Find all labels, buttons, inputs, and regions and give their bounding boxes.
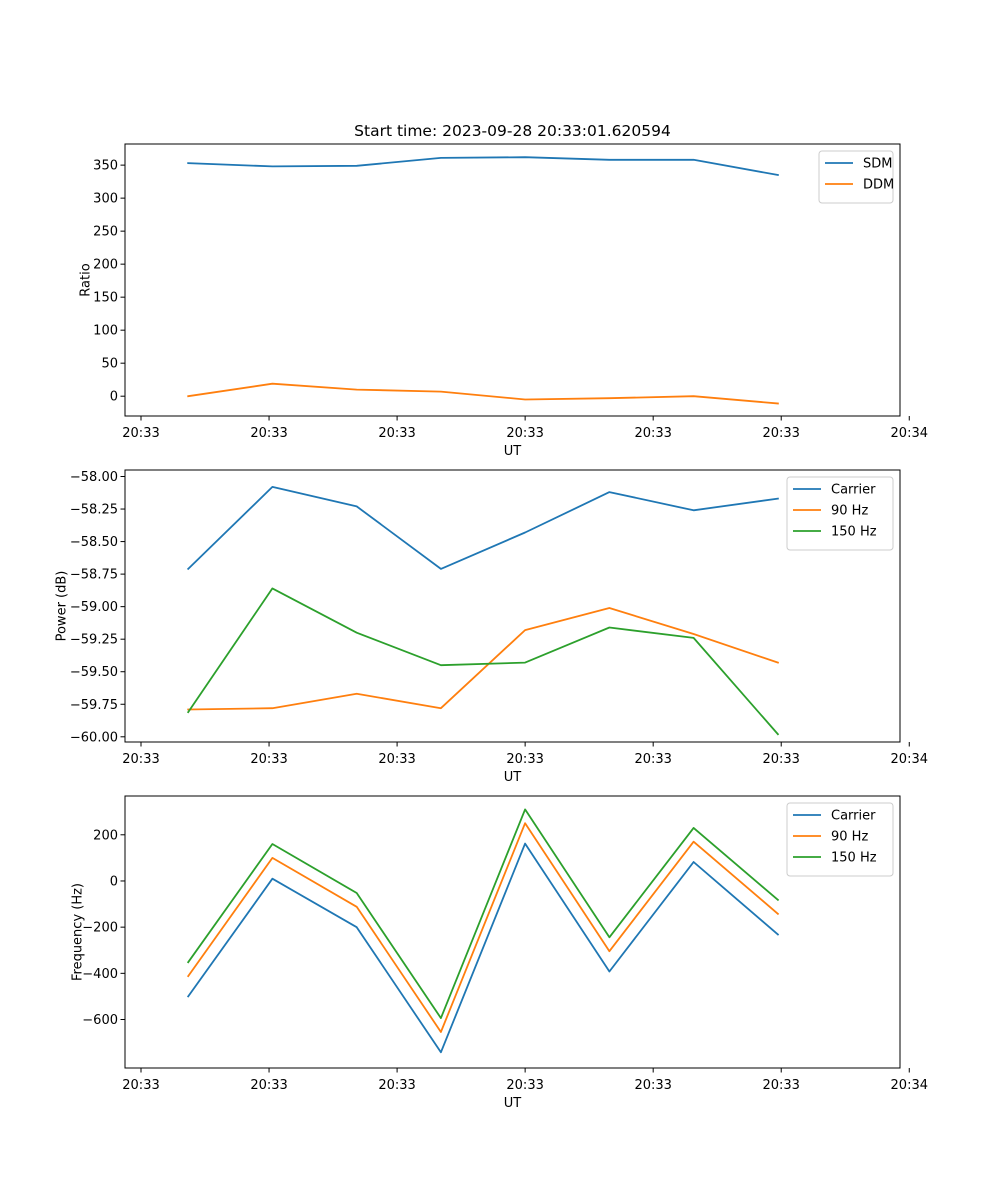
series-line-90-hz	[187, 607, 780, 711]
y-tick-label: −58.50	[70, 535, 118, 550]
y-tick-label: −600	[82, 1013, 118, 1028]
axes-frame	[124, 469, 901, 743]
chart-title: Start time: 2023-09-28 20:33:01.620594	[354, 122, 671, 140]
series-line-ddm	[187, 382, 779, 405]
subplot-3: 20:33 20:33 20:33 20:33 20:33 20:33 20:34 −600 −…	[70, 795, 928, 1111]
x-tick-label: 20:33	[506, 752, 543, 767]
legend-entry: DDM	[863, 178, 894, 193]
legend-entry: 150 Hz	[831, 525, 877, 540]
x-tick-label: 20:33	[634, 426, 671, 441]
series-line-sdm	[187, 156, 779, 177]
series-line-150-hz	[186, 587, 780, 736]
x-tick-label: 20:34	[891, 426, 928, 441]
x-axis-label: UT	[504, 770, 522, 785]
series-line-150-hz	[186, 808, 780, 1019]
legend-entry: 90 Hz	[831, 504, 868, 519]
x-tick-label: 20:33	[250, 752, 287, 767]
x-tick-label: 20:33	[122, 1078, 159, 1093]
legend-entry: Carrier	[831, 809, 876, 824]
y-tick-label: −59.25	[70, 633, 118, 648]
x-tick-label: 20:33	[122, 752, 159, 767]
y-tick-label: 150	[93, 291, 118, 306]
axes-frame	[124, 795, 901, 1069]
subplot-2: 20:33 20:33 20:33 20:33 20:33 20:33 20:34 −60.0…	[55, 469, 928, 785]
x-tick-label: 20:33	[378, 426, 415, 441]
x-tick-label: 20:34	[891, 1078, 928, 1093]
y-tick-label: −200	[82, 921, 118, 936]
y-tick-label: 250	[93, 225, 118, 240]
y-tick-label: 200	[93, 828, 118, 843]
series-line-90-hz	[186, 822, 780, 1033]
legend-entry: SDM	[863, 157, 892, 172]
legend: Carrier 90 Hz 150 Hz	[786, 476, 894, 551]
legend-entry: Carrier	[831, 483, 876, 498]
x-tick-label: 20:33	[634, 1078, 671, 1093]
legend-box	[818, 150, 894, 204]
x-tick-label: 20:33	[634, 752, 671, 767]
y-tick-label: 50	[101, 357, 118, 372]
x-tick-label: 20:34	[891, 752, 928, 767]
legend: SDM DDM	[818, 150, 894, 204]
x-tick-label: 20:33	[250, 1078, 287, 1093]
y-axis-label: Ratio	[78, 263, 93, 296]
series-line-carrier	[186, 842, 780, 1054]
axes-frame	[124, 143, 901, 417]
x-tick-label: 20:33	[506, 426, 543, 441]
legend-entry: 90 Hz	[831, 830, 868, 845]
x-tick-label: 20:33	[250, 426, 287, 441]
y-tick-label: −400	[82, 967, 118, 982]
y-tick-label: −59.00	[70, 600, 118, 615]
y-tick-label: −60.00	[70, 730, 118, 745]
y-tick-label: 350	[93, 159, 118, 174]
x-tick-label: 20:33	[378, 752, 415, 767]
y-tick-label: −59.75	[70, 698, 118, 713]
subplots: 20:33 20:33 20:33 20:33 20:33 20:33 20:34 0 50 10…	[55, 143, 928, 1111]
x-tick-label: 20:33	[122, 426, 159, 441]
x-tick-label: 20:33	[378, 1078, 415, 1093]
y-tick-label: −58.25	[70, 503, 118, 518]
legend-entry: 150 Hz	[831, 851, 877, 866]
y-tick-label: 200	[93, 258, 118, 273]
legend: Carrier 90 Hz 150 Hz	[786, 802, 894, 877]
y-tick-label: 100	[93, 324, 118, 339]
y-tick-label: −59.50	[70, 665, 118, 680]
y-tick-label: −58.00	[70, 470, 118, 485]
y-axis-label: Frequency (Hz)	[70, 883, 85, 981]
y-tick-label: 0	[110, 390, 118, 405]
y-tick-label: 300	[93, 192, 118, 207]
x-tick-label: 20:33	[762, 426, 799, 441]
y-tick-label: 0	[110, 874, 118, 889]
subplot-1: 20:33 20:33 20:33 20:33 20:33 20:33 20:34 0 50 10…	[78, 143, 928, 459]
x-tick-label: 20:33	[506, 1078, 543, 1093]
y-tick-label: −58.75	[70, 568, 118, 583]
x-axis-label: UT	[504, 444, 522, 459]
series-line-carrier	[186, 485, 779, 571]
y-axis-label: Power (dB)	[55, 571, 70, 642]
x-tick-label: 20:33	[762, 1078, 799, 1093]
x-tick-label: 20:33	[762, 752, 799, 767]
x-axis-label: UT	[504, 1096, 522, 1111]
